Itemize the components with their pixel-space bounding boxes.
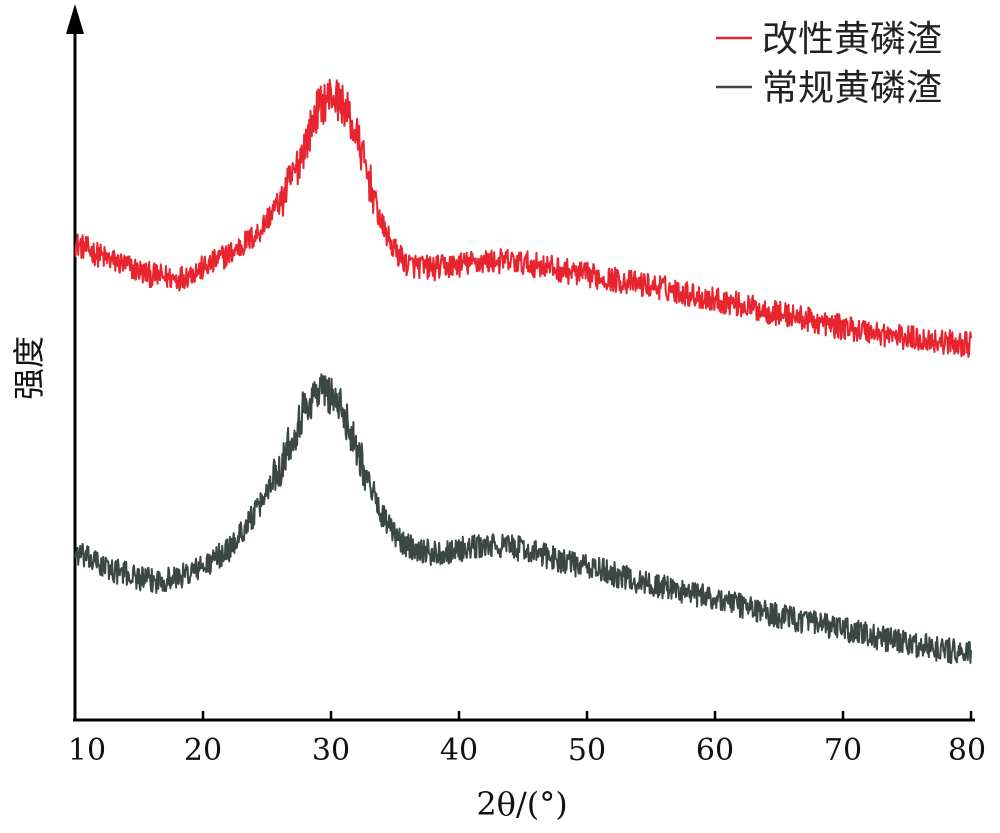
x-axis-title: 2θ/(°)	[476, 785, 567, 823]
x-tick-label-60: 60	[696, 733, 734, 768]
x-tick-label-70: 70	[824, 733, 862, 768]
series-line-2	[74, 373, 972, 664]
x-tick-label-50: 50	[568, 733, 606, 768]
x-tick-label-30: 30	[312, 733, 350, 768]
x-tick-label-40: 40	[440, 733, 478, 768]
legend-label-series-1: 改性黄磷渣	[762, 19, 942, 60]
series-line-1	[74, 78, 972, 358]
x-tick-labels: 10 20 30 40 50 60 70 80	[68, 733, 986, 768]
x-tick-label-20: 20	[184, 733, 222, 768]
y-axis-title: 强度	[10, 336, 48, 400]
legend: 改性黄磷渣 常规黄磷渣	[716, 19, 942, 109]
legend-label-series-2: 常规黄磷渣	[762, 68, 942, 109]
x-tick-label-10: 10	[68, 733, 106, 768]
x-tick-label-80: 80	[948, 733, 986, 768]
x-ticks	[73, 711, 973, 720]
y-axis-arrow-icon	[66, 4, 84, 34]
series-layer	[74, 78, 972, 664]
